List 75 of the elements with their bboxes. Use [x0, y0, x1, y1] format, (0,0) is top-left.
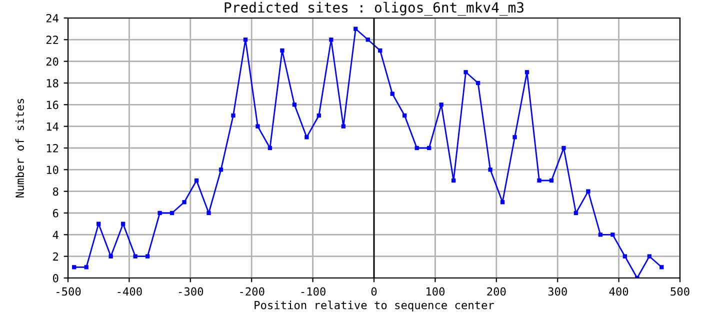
point — [341, 124, 346, 128]
point — [647, 254, 652, 258]
point — [390, 92, 394, 96]
point — [439, 102, 444, 107]
y-tick-label: 20 — [46, 57, 58, 66]
point — [96, 222, 101, 226]
point — [218, 168, 224, 172]
point — [562, 146, 566, 150]
point — [402, 113, 407, 118]
point — [537, 178, 542, 183]
point — [72, 265, 76, 270]
y-tick-label: 16 — [46, 100, 58, 110]
point — [488, 168, 492, 172]
point — [182, 200, 186, 204]
point — [574, 210, 578, 216]
point — [524, 70, 530, 74]
y-tick-label: 4 — [52, 230, 58, 239]
y-tick-label: 24 — [46, 14, 58, 22]
chart-title: Predicted sites : oligos_6nt_mkv4_m3 — [224, 2, 524, 16]
point — [426, 146, 432, 150]
point — [158, 210, 162, 216]
point — [243, 38, 248, 42]
point — [84, 265, 88, 270]
point — [280, 48, 284, 53]
point — [549, 178, 554, 183]
point — [206, 210, 211, 216]
point — [145, 254, 150, 258]
point — [414, 146, 419, 150]
y-tick-label: 0 — [53, 274, 58, 282]
point — [451, 178, 456, 183]
point — [194, 178, 199, 183]
x-axis-title: Position relative to sequence center — [254, 300, 494, 312]
y-tick-label: 8 — [52, 187, 58, 196]
point — [378, 48, 382, 53]
x-tick-label: -400 — [118, 287, 142, 296]
y-tick-label: 6 — [53, 209, 58, 218]
point — [256, 124, 260, 128]
x-tick-label: -500 — [56, 287, 81, 296]
point — [464, 70, 468, 74]
point — [366, 38, 370, 42]
point — [660, 265, 664, 270]
point — [268, 146, 272, 150]
point — [610, 232, 615, 237]
point — [170, 210, 174, 216]
point — [586, 189, 590, 194]
point — [231, 113, 236, 118]
y-tick-label: 12 — [46, 144, 58, 152]
y-tick-label: 22 — [46, 36, 58, 44]
y-tick-label: 10 — [46, 166, 58, 174]
x-tick-label: -300 — [178, 287, 204, 296]
point — [304, 135, 309, 140]
point — [598, 232, 603, 237]
point — [512, 135, 517, 140]
x-tick-label: 100 — [426, 287, 445, 296]
y-axis-title: Number of sites — [15, 98, 24, 198]
point — [292, 102, 297, 107]
x-tick-label: 200 — [487, 287, 506, 296]
point — [354, 26, 358, 31]
y-tick-label: 2 — [53, 252, 58, 261]
x-tick-label: 0 — [371, 287, 377, 296]
point — [622, 254, 628, 258]
x-tick-label: 400 — [609, 287, 628, 296]
x-tick-label: 300 — [548, 287, 567, 296]
x-tick-label: -100 — [301, 287, 326, 296]
point — [120, 222, 126, 226]
y-tick-label: 14 — [46, 122, 58, 131]
x-tick-label: -200 — [240, 287, 264, 296]
point — [476, 80, 480, 86]
point — [316, 113, 322, 118]
x-tick-label: 500 — [670, 287, 690, 296]
point — [329, 38, 334, 42]
y-tick-label: 18 — [46, 79, 58, 88]
point — [500, 200, 505, 204]
point — [133, 254, 138, 258]
point — [108, 254, 113, 258]
